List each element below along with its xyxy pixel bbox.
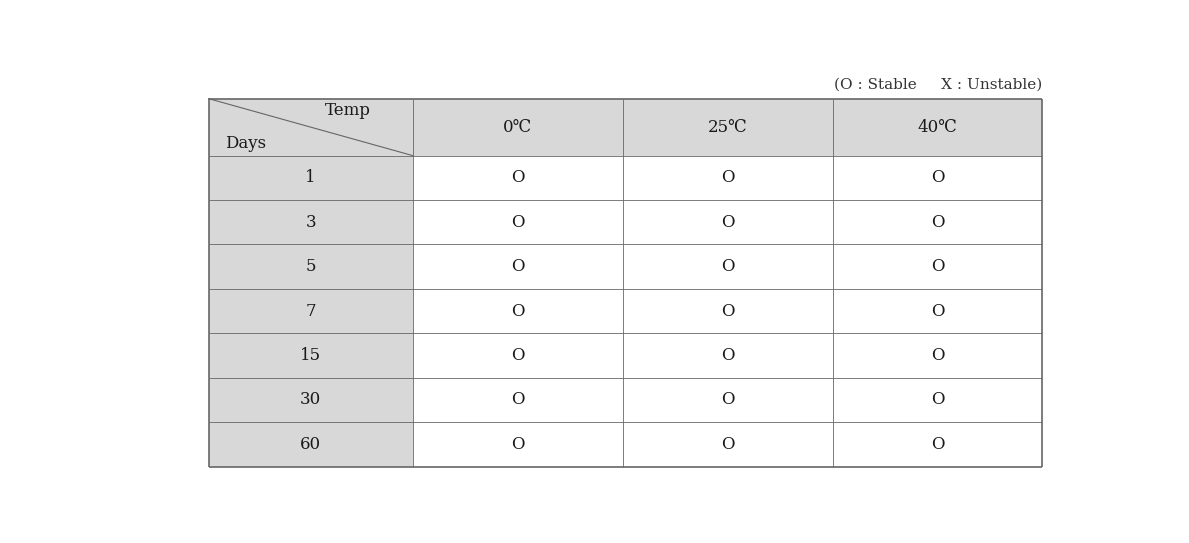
Text: 15: 15	[300, 347, 321, 364]
Text: O: O	[721, 392, 735, 408]
Bar	[832, 378, 1043, 422]
Text: O: O	[511, 258, 524, 275]
Text: O: O	[511, 169, 524, 186]
Text: 60: 60	[300, 436, 321, 453]
Text: 1: 1	[306, 169, 316, 186]
Text: O: O	[931, 214, 944, 231]
Text: O: O	[721, 302, 735, 320]
Text: O: O	[931, 392, 944, 408]
Text: O: O	[931, 302, 944, 320]
Text: 0℃: 0℃	[503, 118, 533, 136]
Bar	[623, 378, 832, 422]
Text: (O : Stable     X : Unstable): (O : Stable X : Unstable)	[835, 78, 1043, 92]
Text: O: O	[721, 347, 735, 364]
Bar	[832, 333, 1043, 378]
Text: 40℃: 40℃	[918, 118, 957, 136]
Bar	[832, 99, 1043, 156]
Bar	[208, 244, 413, 289]
Text: O: O	[931, 436, 944, 453]
Bar	[208, 333, 413, 378]
Bar	[413, 289, 623, 333]
Bar	[623, 200, 832, 244]
Bar	[832, 289, 1043, 333]
Text: 5: 5	[306, 258, 316, 275]
Text: O: O	[511, 436, 524, 453]
Bar	[208, 156, 413, 200]
Text: 7: 7	[306, 302, 316, 320]
Bar	[413, 244, 623, 289]
Text: 30: 30	[300, 392, 321, 408]
Bar	[413, 156, 623, 200]
Bar	[623, 422, 832, 466]
Text: O: O	[511, 214, 524, 231]
Bar	[832, 422, 1043, 466]
Text: O: O	[721, 169, 735, 186]
Bar	[413, 422, 623, 466]
Text: O: O	[931, 258, 944, 275]
Bar	[208, 378, 413, 422]
Bar	[623, 99, 832, 156]
Bar	[413, 200, 623, 244]
Bar	[413, 333, 623, 378]
Text: Temp: Temp	[325, 102, 371, 118]
Bar	[832, 200, 1043, 244]
Bar	[623, 289, 832, 333]
Text: 25℃: 25℃	[707, 118, 748, 136]
Text: O: O	[721, 258, 735, 275]
Text: O: O	[931, 347, 944, 364]
Bar	[208, 422, 413, 466]
Bar	[623, 156, 832, 200]
Bar	[208, 289, 413, 333]
Bar	[623, 244, 832, 289]
Text: 3: 3	[306, 214, 316, 231]
Bar	[623, 333, 832, 378]
Bar	[413, 99, 623, 156]
Text: O: O	[511, 302, 524, 320]
Bar	[208, 200, 413, 244]
Bar	[832, 244, 1043, 289]
Text: O: O	[511, 392, 524, 408]
Text: O: O	[721, 436, 735, 453]
Text: O: O	[511, 347, 524, 364]
Bar	[208, 99, 413, 156]
Text: O: O	[931, 169, 944, 186]
Text: Days: Days	[225, 135, 266, 151]
Bar	[832, 156, 1043, 200]
Text: O: O	[721, 214, 735, 231]
Bar	[413, 378, 623, 422]
